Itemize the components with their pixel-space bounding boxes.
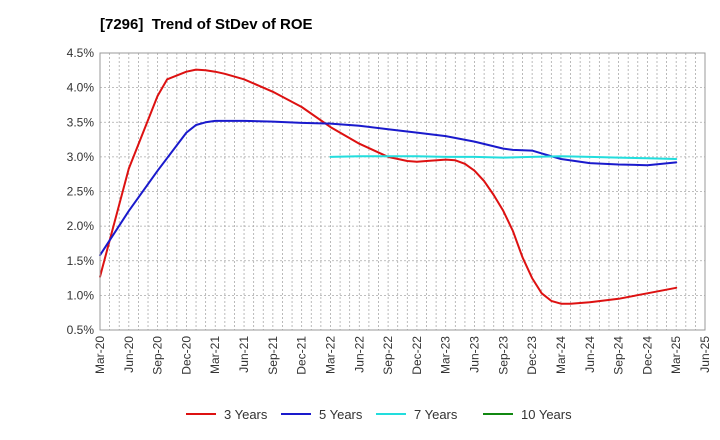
x-tick-label: Dec-21 <box>295 336 309 375</box>
y-tick-label: 2.0% <box>67 219 95 233</box>
x-tick-label: Mar-25 <box>669 336 683 374</box>
series-line-3-years <box>99 68 678 305</box>
x-tick-label: Dec-22 <box>410 336 424 375</box>
x-tick-label: Jun-22 <box>352 336 366 373</box>
series-layer <box>99 68 678 305</box>
y-tick-label: 2.5% <box>67 185 95 199</box>
x-tick-label: Mar-22 <box>323 336 337 374</box>
x-tick-label: Sep-24 <box>612 336 626 375</box>
x-axis: Mar-20 Jun-20 Sep-20 Dec-20 Mar-21 Jun-21 Sep-… <box>93 336 712 375</box>
x-tick-label: Sep-21 <box>266 336 280 375</box>
y-tick-label: 4.0% <box>67 81 95 95</box>
y-tick-label: 4.5% <box>67 46 95 60</box>
legend-label: 10 Years <box>521 407 572 422</box>
x-tick-label: Sep-20 <box>151 336 165 375</box>
y-tick-label: 1.0% <box>67 288 95 302</box>
series-line-5-years <box>99 119 678 257</box>
y-axis: 0.5% 1.0% 1.5% 2.0% 2.5% 3.0% 3.5% 4.0% 4.5% <box>67 46 95 337</box>
y-tick-label: 3.0% <box>67 150 95 164</box>
x-tick-label: Jun-24 <box>583 336 597 373</box>
chart-title: [7296] Trend of StDev of ROE <box>100 16 313 33</box>
y-tick-label: 3.5% <box>67 115 95 129</box>
x-tick-label: Jun-21 <box>237 336 251 373</box>
legend-label: 7 Years <box>414 407 458 422</box>
series-line-7-years <box>329 155 678 160</box>
x-tick-label: Jun-25 <box>698 336 712 373</box>
legend-label: 3 Years <box>224 407 268 422</box>
legend-label: 5 Years <box>319 407 363 422</box>
x-tick-label: Jun-20 <box>122 336 136 373</box>
y-tick-label: 1.5% <box>67 254 95 268</box>
x-tick-label: Jun-23 <box>468 336 482 373</box>
plot-area <box>100 53 705 330</box>
legend: 3 Years 5 Years 7 Years 10 Years <box>186 407 572 422</box>
x-tick-label: Dec-23 <box>525 336 539 375</box>
x-tick-label: Dec-20 <box>179 336 193 375</box>
x-tick-label: Sep-22 <box>381 336 395 375</box>
x-tick-label: Mar-24 <box>554 336 568 374</box>
x-tick-label: Dec-24 <box>640 336 654 375</box>
x-tick-label: Sep-23 <box>496 336 510 375</box>
x-tick-label: Mar-20 <box>93 336 107 374</box>
plot-border <box>99 52 706 331</box>
y-tick-label: 0.5% <box>67 323 95 337</box>
x-tick-label: Mar-21 <box>208 336 222 374</box>
x-tick-label: Mar-23 <box>439 336 453 374</box>
